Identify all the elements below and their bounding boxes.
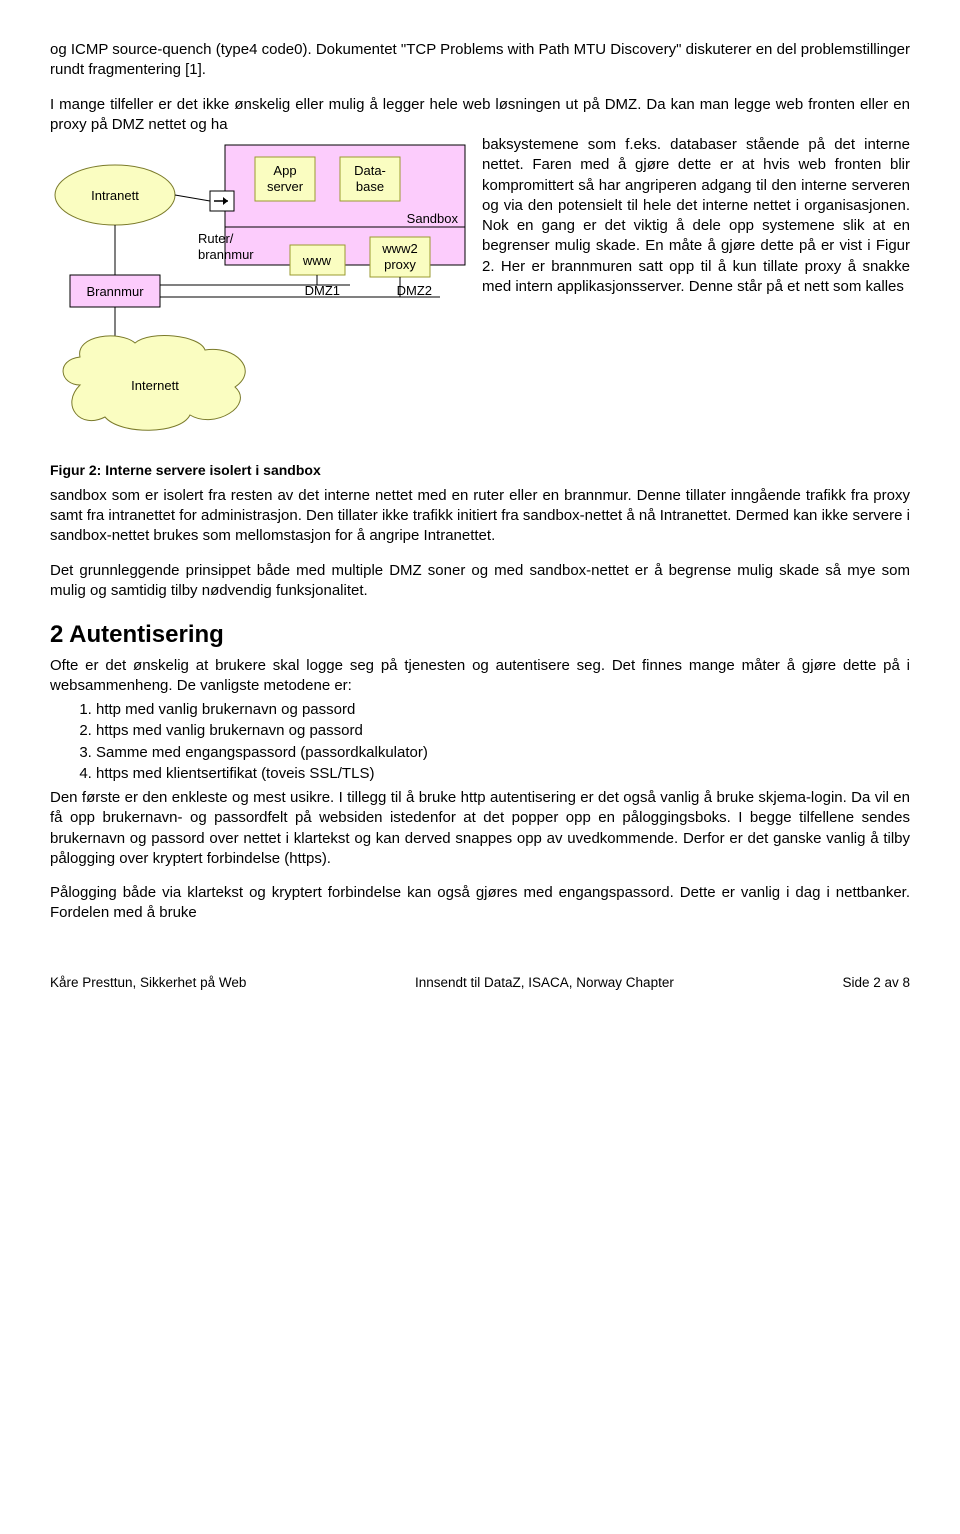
auth-method-item: Samme med engangspassord (passordkalkula…: [96, 743, 910, 763]
label-ruter-l2: brannmur: [198, 247, 254, 262]
paragraph-principle: Det grunnleggende prinsippet både med mu…: [50, 561, 910, 602]
section-2-heading: 2 Autentisering: [50, 619, 910, 651]
section-2-body: Den første er den enkleste og mest usikr…: [50, 788, 910, 869]
figure-2-svg: App server Data- base Sandbox Intranett …: [50, 135, 470, 455]
paragraph-lead: I mange tilfeller er det ikke ønskelig e…: [50, 95, 910, 136]
footer-right: Side 2 av 8: [842, 974, 910, 992]
label-brannmur: Brannmur: [86, 284, 144, 299]
label-app-l1: App: [273, 163, 296, 178]
paragraph-intro: og ICMP source-quench (type4 code0). Dok…: [50, 40, 910, 81]
auth-method-item: http med vanlig brukernavn og passord: [96, 700, 910, 720]
section-2-intro: Ofte er det ønskelig at brukere skal log…: [50, 656, 910, 697]
auth-method-item: https med klientsertifikat (toveis SSL/T…: [96, 764, 910, 784]
label-ruter-l1: Ruter/: [198, 231, 234, 246]
auth-methods-list: http med vanlig brukernavn og passord ht…: [50, 700, 910, 784]
label-db-l2: base: [356, 179, 384, 194]
paragraph-after-figure: sandbox som er isolert fra resten av det…: [50, 486, 910, 547]
label-sandbox: Sandbox: [407, 211, 459, 226]
label-dmz2: DMZ2: [397, 283, 432, 298]
footer-center: Innsendt til DataZ, ISACA, Norway Chapte…: [415, 974, 674, 992]
label-intranett: Intranett: [91, 188, 139, 203]
page-footer: Kåre Presttun, Sikkerhet på Web Innsendt…: [50, 974, 910, 992]
label-app-l2: server: [267, 179, 304, 194]
auth-method-item: https med vanlig brukernavn og passord: [96, 721, 910, 741]
figure-2-container: App server Data- base Sandbox Intranett …: [50, 135, 470, 480]
label-www: www: [302, 253, 332, 268]
section-2-body2: Pålogging både via klartekst og kryptert…: [50, 883, 910, 924]
label-internett: Internett: [131, 378, 179, 393]
label-www2-l2: proxy: [384, 257, 416, 272]
label-db-l1: Data-: [354, 163, 386, 178]
footer-left: Kåre Presttun, Sikkerhet på Web: [50, 974, 246, 992]
label-www2-l1: www2: [381, 241, 417, 256]
figure-2-caption: Figur 2: Interne servere isolert i sandb…: [50, 461, 470, 480]
